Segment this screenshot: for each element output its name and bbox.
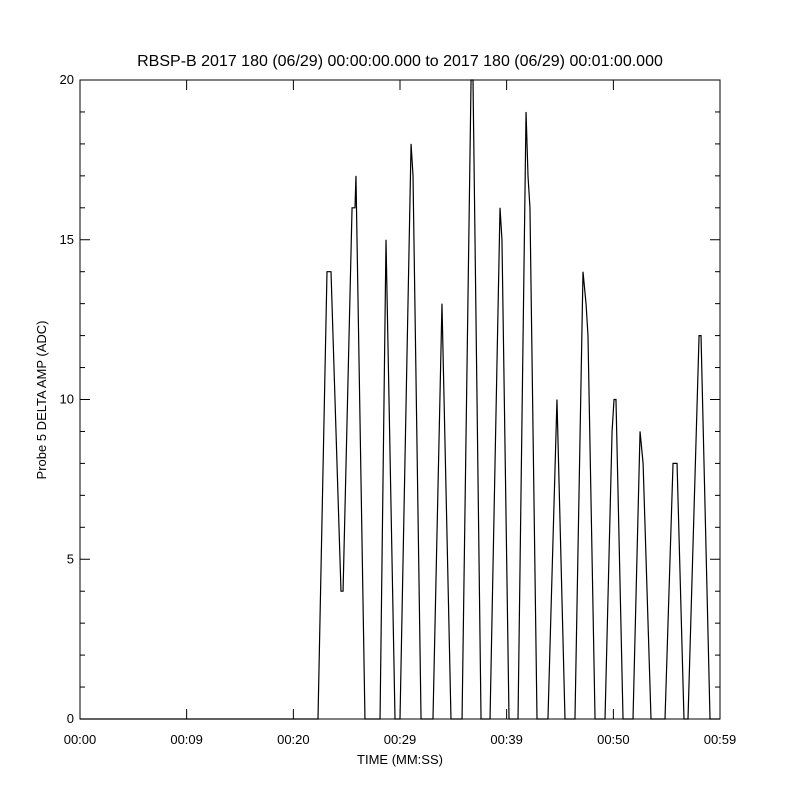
- x-tick-label: 00:29: [384, 732, 417, 747]
- y-tick-label: 0: [67, 711, 74, 726]
- x-tick-label: 00:59: [704, 732, 737, 747]
- y-tick-label: 5: [67, 551, 74, 566]
- chart-title: RBSP-B 2017 180 (06/29) 00:00:00.000 to …: [137, 53, 663, 70]
- x-axis-label: TIME (MM:SS): [357, 752, 443, 767]
- y-tick-label: 15: [60, 232, 74, 247]
- x-tick-label: 00:09: [170, 732, 203, 747]
- y-axis-label: Probe 5 DELTA AMP (ADC): [34, 321, 49, 480]
- x-tick-label: 00:39: [490, 732, 523, 747]
- x-tick-label: 00:20: [277, 732, 310, 747]
- x-tick-label: 00:50: [597, 732, 630, 747]
- x-tick-label: 00:00: [64, 732, 97, 747]
- plot-frame: [79, 79, 721, 720]
- y-tick-label: 20: [60, 72, 74, 87]
- data-line: [80, 79, 720, 720]
- y-tick-label: 10: [60, 392, 74, 407]
